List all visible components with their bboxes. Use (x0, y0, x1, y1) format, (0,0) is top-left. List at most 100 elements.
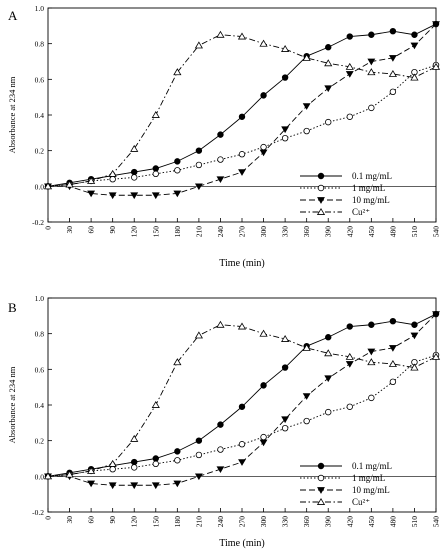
data-point (281, 74, 289, 81)
y-tick-label: 0.2 (35, 147, 45, 156)
legend-label: 0.1 mg/mL (352, 461, 392, 471)
data-point (65, 470, 74, 478)
x-tick-label: 300 (259, 516, 268, 528)
data-point (152, 165, 159, 172)
data-point (87, 480, 96, 488)
x-tick-label: 540 (432, 226, 441, 238)
legend-marker (316, 207, 326, 215)
series-2 (44, 21, 440, 200)
x-tick-label: 270 (238, 516, 247, 528)
data-point (324, 375, 333, 383)
data-point (345, 71, 354, 78)
x-tick-label: 240 (216, 226, 225, 238)
data-point (108, 482, 117, 490)
series-0 (44, 20, 440, 190)
data-point (324, 85, 333, 93)
data-point (87, 176, 96, 184)
data-point (281, 334, 290, 342)
data-point (411, 321, 418, 328)
data-point (216, 30, 225, 38)
data-point (368, 31, 375, 38)
data-point (217, 156, 224, 163)
data-point (130, 192, 139, 200)
x-axis-title: Time (min) (219, 258, 264, 269)
x-tick-label: 90 (108, 516, 117, 524)
data-point (194, 183, 203, 191)
series-0 (44, 310, 440, 480)
series-3 (43, 30, 441, 190)
y-tick-label: -0.2 (32, 508, 44, 517)
data-point (216, 176, 225, 184)
x-tick-label: 150 (151, 516, 160, 528)
data-point (281, 44, 290, 52)
data-point (217, 421, 224, 428)
data-point (302, 393, 311, 400)
x-tick-label: 390 (324, 226, 333, 238)
x-tick-label: 390 (324, 516, 333, 528)
data-point (238, 169, 246, 176)
data-point (173, 480, 182, 488)
data-point (302, 53, 311, 61)
data-point (346, 33, 353, 40)
x-tick-label: 420 (345, 226, 354, 238)
data-point (368, 394, 375, 402)
x-tick-label: 180 (173, 226, 182, 238)
data-point (87, 190, 96, 198)
chart-panel-A: A -0.2 0.0 0.2 0.4 0.6 0.8 1.0 0 30 60 90 120 150 180 2… (7, 4, 441, 269)
x-tick-label: 120 (130, 226, 139, 238)
data-point (151, 482, 160, 490)
data-point (388, 345, 397, 352)
data-point (151, 400, 160, 408)
data-point (388, 359, 397, 367)
data-point (346, 403, 353, 410)
series-line (47, 23, 437, 187)
x-tick-label: 210 (194, 516, 203, 528)
x-tick-label: 60 (87, 226, 96, 234)
data-point (346, 113, 353, 120)
data-point (346, 323, 353, 330)
legend-label: 1 mg/mL (352, 183, 385, 193)
series-line (47, 354, 437, 477)
data-point (259, 39, 268, 47)
data-point (238, 151, 246, 158)
x-tick-label: 480 (388, 226, 397, 238)
legend-marker (317, 184, 325, 192)
x-tick-label: 480 (388, 516, 397, 528)
y-tick-label: 0.4 (35, 401, 45, 410)
legend-marker (317, 172, 325, 180)
data-point (173, 358, 182, 366)
data-point (174, 448, 181, 455)
x-tick-label: 450 (367, 516, 376, 528)
x-tick-label: 120 (130, 516, 139, 528)
data-point (325, 408, 332, 416)
data-point (195, 437, 203, 444)
data-point (345, 361, 354, 368)
data-point (389, 317, 397, 325)
data-point (237, 322, 247, 330)
data-point (431, 62, 441, 70)
data-point (389, 378, 397, 386)
y-tick-label: 0.8 (35, 330, 45, 339)
data-point (410, 73, 419, 81)
data-point (237, 32, 247, 40)
data-point (194, 473, 203, 481)
x-tick-label: 360 (302, 516, 311, 528)
data-point (410, 42, 419, 50)
data-point (303, 417, 310, 425)
data-point (195, 451, 203, 459)
legend-marker (317, 462, 325, 470)
data-point (260, 92, 267, 99)
data-point (303, 127, 310, 135)
data-point (131, 168, 138, 176)
data-point (367, 58, 376, 66)
data-point (432, 21, 440, 28)
data-point (368, 321, 375, 328)
data-point (367, 348, 376, 356)
legend-label: 10 mg/mL (352, 195, 390, 205)
x-tick-label: 30 (65, 226, 74, 234)
y-axis-title: Absorbance at 234 nm (7, 366, 17, 443)
data-point (389, 27, 397, 35)
data-point (108, 192, 117, 200)
data-point (281, 416, 290, 424)
